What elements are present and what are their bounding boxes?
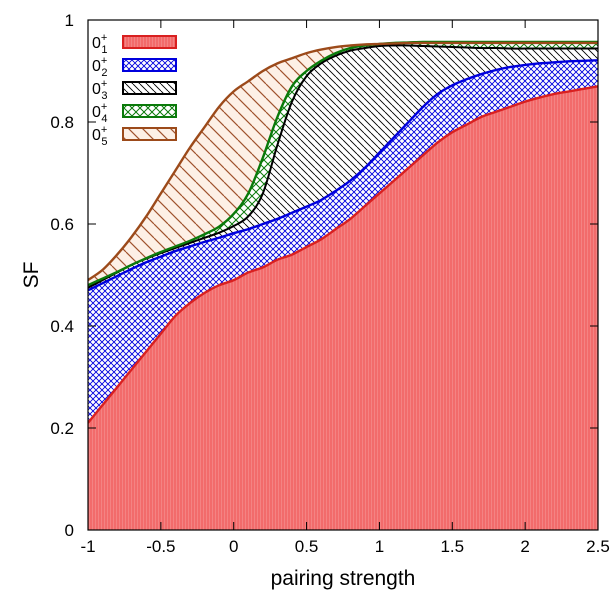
legend-label: 0+ 3 xyxy=(92,78,107,102)
line-series-3 xyxy=(88,44,598,289)
legend-entry-1: 0+ 1 xyxy=(92,32,177,56)
legend-swatch xyxy=(122,58,177,72)
legend-entry-2: 0+ 2 xyxy=(92,55,177,79)
x-tick-label: 0 xyxy=(229,537,238,556)
area-series-5 xyxy=(88,41,598,286)
x-tick-label: 2.5 xyxy=(586,537,610,556)
legend-label: 0+ 1 xyxy=(92,32,107,56)
legend-swatch xyxy=(122,104,177,118)
legend-entry-5: 0+ 5 xyxy=(92,124,177,148)
y-tick-label: 1 xyxy=(65,11,74,30)
series-lines xyxy=(88,40,598,424)
y-axis-title: SF xyxy=(20,262,43,289)
y-tick-label: 0.8 xyxy=(50,113,74,132)
x-tick-label: 1.5 xyxy=(440,537,464,556)
x-tick-label: 2 xyxy=(520,537,529,556)
series-areas xyxy=(88,41,598,530)
x-tick-label: 0.5 xyxy=(295,537,319,556)
legend: 0+ 10+ 20+ 30+ 40+ 5 xyxy=(92,32,177,148)
x-tick-label: -1 xyxy=(80,537,95,556)
x-axis-title: pairing strength xyxy=(271,567,416,590)
y-tick-label: 0.4 xyxy=(50,317,74,336)
y-tick-label: 0.2 xyxy=(50,419,74,438)
legend-label: 0+ 4 xyxy=(92,101,107,125)
legend-entry-4: 0+ 4 xyxy=(92,101,177,125)
line-series-1 xyxy=(88,85,598,424)
x-tick-label: 1 xyxy=(375,537,384,556)
legend-swatch xyxy=(122,127,177,141)
legend-swatch xyxy=(122,35,177,49)
legend-entry-3: 0+ 3 xyxy=(92,78,177,102)
legend-swatch xyxy=(122,81,177,95)
line-series-5 xyxy=(88,41,598,282)
axis-ticks: -1 -0.5 0 0.5 1 1.5 2 2.5 0 0.2 0.4 0.6 0.8 1 xyxy=(50,11,609,556)
area-series-3 xyxy=(88,45,598,291)
plot-frame xyxy=(87,19,599,531)
y-tick-label: 0.6 xyxy=(50,215,74,234)
legend-label: 0+ 5 xyxy=(92,124,107,148)
y-tick-label: 0 xyxy=(65,521,74,540)
x-tick-label: -0.5 xyxy=(146,537,175,556)
legend-label: 0+ 2 xyxy=(92,55,107,79)
area-series-1 xyxy=(88,86,598,530)
line-series-2 xyxy=(88,59,598,292)
